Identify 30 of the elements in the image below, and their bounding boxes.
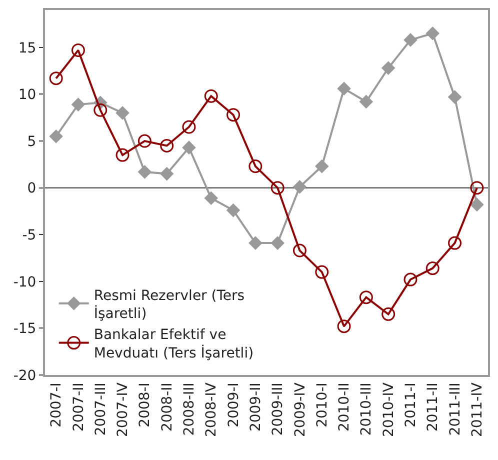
legend-label: Resmi Rezervler (Ters İşaretli) — [94, 288, 245, 322]
x-tick-label: 2009-IV — [292, 382, 308, 437]
x-tick-label: 2011-II — [425, 382, 442, 432]
x-tick-label: 2009-III — [270, 382, 286, 436]
x-tick-label: 2007-IV — [115, 382, 132, 437]
x-tick-label: 2008-II — [159, 382, 176, 432]
x-tick-label: 2011-I — [403, 382, 420, 428]
x-tick-label: 2007-I — [48, 382, 65, 428]
x-tick-label: 2011-III — [447, 382, 464, 436]
x-tick-label: 2008-III — [182, 382, 198, 436]
y-tick-label: 15 — [18, 40, 36, 56]
y-tick-label: 0 — [27, 180, 36, 197]
y-tick-label: -10 — [13, 274, 36, 290]
x-tick-label: 2010-I — [314, 382, 330, 428]
y-tick-label: -20 — [13, 368, 36, 384]
x-tick-label: 2011-IV — [469, 382, 486, 437]
x-tick-label: 2009-I — [226, 382, 242, 428]
y-tick-label: 5 — [27, 134, 36, 150]
x-tick-label: 2010-II — [336, 382, 353, 432]
y-tick-label: -15 — [13, 321, 36, 338]
x-tick-label: 2007-II — [70, 382, 87, 432]
x-tick-label: 2008-IV — [204, 382, 220, 437]
x-tick-label: 2007-III — [92, 382, 109, 436]
x-tick-label: 2008-I — [137, 382, 154, 428]
y-tick-label: -5 — [22, 228, 36, 244]
x-tick-label: 2009-II — [248, 382, 264, 432]
y-tick-label: 10 — [18, 87, 36, 104]
x-tick-label: 2010-IV — [380, 382, 397, 437]
x-tick-label: 2010-III — [358, 382, 375, 436]
legend-label: Bankalar Efektif ve Mevduatı (Ters İşaretli) — [94, 327, 254, 362]
